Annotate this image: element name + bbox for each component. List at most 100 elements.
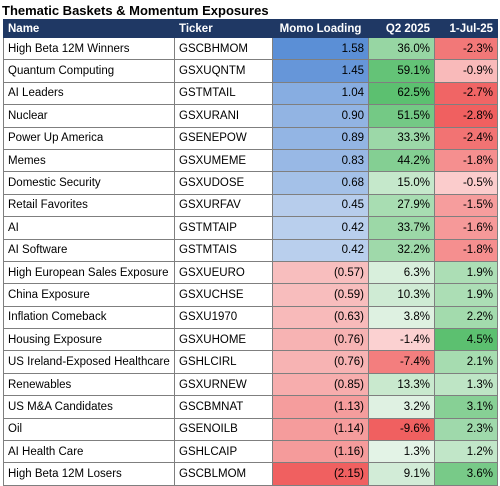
cell-1-jul-25: 1.2% <box>434 440 498 464</box>
cell-momo-loading: 0.68 <box>272 171 369 195</box>
cell-name: Domestic Security <box>3 171 175 195</box>
cell-q2-2025: 32.2% <box>368 238 435 262</box>
table-row: Inflation Comeback GSXU1970 (0.63) 3.8% 2.2% <box>3 305 498 330</box>
cell-momo-loading: (0.76) <box>272 328 369 352</box>
table-row: Quantum Computing GSXUQNTM 1.45 59.1% -0.9% <box>3 59 498 83</box>
cell-momo-loading: 0.42 <box>272 216 369 240</box>
cell-q2-2025: 62.5% <box>368 81 435 106</box>
cell-1-jul-25: 1.9% <box>434 283 498 307</box>
cell-q2-2025: 15.0% <box>368 171 435 195</box>
cell-1-jul-25: -2.3% <box>434 36 498 61</box>
cell-q2-2025: 33.3% <box>368 126 435 150</box>
cell-1-jul-25: -1.5% <box>434 193 498 218</box>
cell-q2-2025: -7.4% <box>368 350 435 374</box>
cell-ticker: GSXUQNTM <box>174 59 273 83</box>
cell-name: Housing Exposure <box>3 328 175 352</box>
cell-ticker: GSENEPOW <box>174 126 273 150</box>
table-row: AI Software GSTMTAIS 0.42 32.2% -1.8% <box>3 238 498 262</box>
cell-name: AI Health Care <box>3 440 175 464</box>
cell-name: High Beta 12M Losers <box>3 462 175 486</box>
cell-ticker: GSCBMNAT <box>174 395 273 419</box>
table-row: Domestic Security GSXUDOSE 0.68 15.0% -0.5% <box>3 171 498 195</box>
cell-1-jul-25: 2.1% <box>434 350 498 374</box>
table-row: High European Sales Exposure GSXUEURO (0.5… <box>3 260 498 285</box>
cell-1-jul-25: -0.5% <box>434 171 498 195</box>
cell-momo-loading: 1.04 <box>272 81 369 106</box>
cell-1-jul-25: -1.8% <box>434 238 498 262</box>
cell-q2-2025: 44.2% <box>368 148 435 173</box>
cell-name: Nuclear <box>3 104 175 128</box>
cell-momo-loading: 0.45 <box>272 193 369 218</box>
cell-name: AI Software <box>3 238 175 262</box>
table-body: High Beta 12M Winners GSCBHMOM 1.58 36.0% -2… <box>3 36 498 486</box>
cell-name: US M&A Candidates <box>3 395 175 419</box>
cell-1-jul-25: -1.6% <box>434 216 498 240</box>
cell-name: High Beta 12M Winners <box>3 36 175 61</box>
cell-ticker: GSHLCIRL <box>174 350 273 374</box>
exposures-table: Name Ticker Momo Loading Q2 2025 1-Jul-2… <box>3 19 498 486</box>
cell-1-jul-25: 3.6% <box>434 462 498 486</box>
cell-ticker: GSXUHOME <box>174 328 273 352</box>
cell-momo-loading: 1.45 <box>272 59 369 83</box>
header-momo-loading: Momo Loading <box>272 19 369 38</box>
cell-name: High European Sales Exposure <box>3 260 175 285</box>
cell-1-jul-25: 1.9% <box>434 260 498 285</box>
header-ticker: Ticker <box>174 19 273 38</box>
cell-q2-2025: -1.4% <box>368 328 435 352</box>
table-row: Retail Favorites GSXURFAV 0.45 27.9% -1.5% <box>3 193 498 218</box>
cell-name: China Exposure <box>3 283 175 307</box>
table-header-row: Name Ticker Momo Loading Q2 2025 1-Jul-2… <box>3 19 498 38</box>
table-row: Housing Exposure GSXUHOME (0.76) -1.4% 4.5% <box>3 328 498 352</box>
cell-q2-2025: 9.1% <box>368 462 435 486</box>
cell-momo-loading: (0.59) <box>272 283 369 307</box>
cell-1-jul-25: -2.4% <box>434 126 498 150</box>
cell-ticker: GSENOILB <box>174 417 273 442</box>
cell-q2-2025: 27.9% <box>368 193 435 218</box>
cell-q2-2025: 13.3% <box>368 372 435 397</box>
page-title: Thematic Baskets & Momentum Exposures <box>2 3 269 18</box>
cell-q2-2025: 10.3% <box>368 283 435 307</box>
cell-q2-2025: -9.6% <box>368 417 435 442</box>
cell-momo-loading: 1.58 <box>272 36 369 61</box>
cell-momo-loading: 0.90 <box>272 104 369 128</box>
header-q2-2025: Q2 2025 <box>368 19 435 38</box>
cell-ticker: GSXUCHSE <box>174 283 273 307</box>
cell-ticker: GSXUEURO <box>174 260 273 285</box>
cell-ticker: GSXU1970 <box>174 305 273 330</box>
cell-momo-loading: 0.89 <box>272 126 369 150</box>
cell-name: Renewables <box>3 372 175 397</box>
cell-1-jul-25: -1.8% <box>434 148 498 173</box>
cell-q2-2025: 51.5% <box>368 104 435 128</box>
cell-momo-loading: 0.42 <box>272 238 369 262</box>
cell-ticker: GSCBLMOM <box>174 462 273 486</box>
cell-1-jul-25: 4.5% <box>434 328 498 352</box>
cell-name: Power Up America <box>3 126 175 150</box>
table-row: Power Up America GSENEPOW 0.89 33.3% -2.4% <box>3 126 498 150</box>
cell-name: Memes <box>3 148 175 173</box>
table-row: AI Leaders GSTMTAIL 1.04 62.5% -2.7% <box>3 81 498 106</box>
table-row: High Beta 12M Winners GSCBHMOM 1.58 36.0% -2… <box>3 36 498 61</box>
cell-1-jul-25: 3.1% <box>434 395 498 419</box>
report-panel: Thematic Baskets & Momentum Exposures Na… <box>2 3 498 486</box>
cell-ticker: GSCBHMOM <box>174 36 273 61</box>
cell-momo-loading: 0.83 <box>272 148 369 173</box>
cell-1-jul-25: 2.3% <box>434 417 498 442</box>
cell-ticker: GSTMTAIL <box>174 81 273 106</box>
table-row: AI Health Care GSHLCAIP (1.16) 1.3% 1.2% <box>3 440 498 464</box>
cell-momo-loading: (0.85) <box>272 372 369 397</box>
header-name: Name <box>3 19 175 38</box>
cell-q2-2025: 59.1% <box>368 59 435 83</box>
table-row: High Beta 12M Losers GSCBLMOM (2.15) 9.1% 3.… <box>3 462 498 486</box>
cell-q2-2025: 3.8% <box>368 305 435 330</box>
cell-name: US Ireland-Exposed Healthcare <box>3 350 175 374</box>
table-row: Oil GSENOILB (1.14) -9.6% 2.3% <box>3 417 498 442</box>
cell-1-jul-25: 2.2% <box>434 305 498 330</box>
cell-name: AI <box>3 216 175 240</box>
cell-ticker: GSXURNEW <box>174 372 273 397</box>
header-1-jul-25: 1-Jul-25 <box>434 19 498 38</box>
cell-name: Inflation Comeback <box>3 305 175 330</box>
cell-1-jul-25: -0.9% <box>434 59 498 83</box>
cell-1-jul-25: -2.7% <box>434 81 498 106</box>
cell-momo-loading: (0.76) <box>272 350 369 374</box>
cell-q2-2025: 33.7% <box>368 216 435 240</box>
